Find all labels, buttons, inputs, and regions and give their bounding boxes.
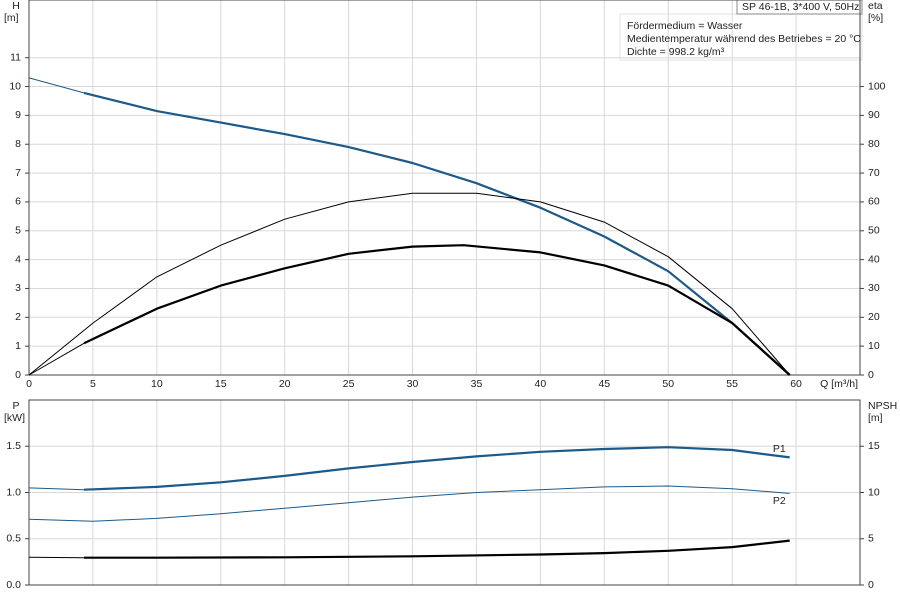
y-tick-label: 8 — [15, 138, 21, 150]
y-tick-label: 3 — [15, 282, 21, 294]
series-line — [83, 244, 791, 376]
y-tick-label: 0.5 — [6, 533, 21, 545]
y-tick-label: 0 — [15, 369, 21, 381]
x-tick-label: 60 — [790, 378, 802, 390]
x-tick-label: 35 — [471, 378, 483, 390]
annotation-box — [619, 13, 863, 61]
plot-frame — [28, 0, 861, 376]
series-line — [83, 91, 791, 376]
y2-tick-label: 40 — [868, 253, 880, 265]
x-tick-label: 20 — [279, 378, 291, 390]
x-tick-label: 0 — [26, 378, 32, 390]
y-tick-label: 11 — [10, 51, 21, 63]
annotation: Dichte = 998.2 kg/m³ — [627, 46, 725, 58]
y2-axis-unit: [%] — [868, 12, 883, 24]
y2-tick-label: 50 — [868, 225, 880, 237]
y2-tick-label: 90 — [868, 109, 880, 121]
annotation: Medientemperatur während des Betriebes =… — [627, 33, 861, 45]
x-tick-label: 45 — [598, 378, 610, 390]
series-label: P2 — [773, 495, 786, 507]
y-tick-label: 4 — [15, 253, 21, 265]
y2-tick-label: 20 — [868, 311, 880, 323]
y2-axis-unit: [m] — [868, 412, 883, 424]
y-tick-label: 10 — [9, 80, 21, 92]
y-tick-label: 0.0 — [6, 579, 21, 591]
y-tick-label: 7 — [15, 167, 21, 179]
y-tick-label: 6 — [15, 196, 21, 208]
y2-tick-label: 5 — [868, 533, 874, 545]
y2-axis-label: eta — [868, 0, 883, 12]
y-tick-label: 9 — [15, 109, 21, 121]
x-tick-label: 5 — [90, 378, 96, 390]
y2-tick-label: 60 — [868, 196, 880, 208]
series-line — [28, 485, 790, 522]
y-axis-label: P — [12, 400, 19, 412]
y2-tick-label: 70 — [868, 167, 880, 179]
y2-tick-label: 100 — [868, 80, 886, 92]
y2-tick-label: 0 — [868, 579, 874, 591]
y-tick-label: 2 — [15, 311, 21, 323]
info-box — [736, 0, 863, 15]
x-tick-label: 25 — [343, 378, 355, 390]
y-tick-label: 1.0 — [6, 486, 21, 498]
series-label: P1 — [773, 443, 786, 455]
y2-tick-label: 10 — [868, 340, 880, 352]
y2-tick-label: 15 — [868, 440, 880, 452]
x-tick-label: 55 — [726, 378, 738, 390]
info-text: SP 46-1B, 3*400 V, 50Hz — [742, 1, 859, 13]
y2-tick-label: 30 — [868, 282, 880, 294]
x-tick-label: 40 — [535, 378, 547, 390]
y-tick-label: 5 — [15, 225, 21, 237]
series-line — [28, 342, 85, 376]
y-axis-unit: [kW] — [4, 412, 25, 424]
y-tick-label: 1.5 — [6, 440, 21, 452]
x-tick-label: 50 — [662, 378, 674, 390]
y2-axis-label: NPSH — [868, 400, 897, 412]
y2-tick-label: 10 — [868, 486, 880, 498]
series-line — [28, 487, 85, 491]
series-line — [28, 192, 791, 376]
annotation: Fördermedium = Wasser — [627, 20, 743, 32]
x-tick-label: 15 — [215, 378, 227, 390]
y-axis-label: H — [12, 0, 20, 12]
y-axis-unit: [m] — [4, 12, 19, 24]
series-line — [28, 77, 85, 94]
series-line — [84, 539, 790, 559]
x-tick-label: 10 — [151, 378, 163, 390]
y2-tick-label: 0 — [868, 369, 874, 381]
x-axis-label: Q [m³/h] — [820, 378, 858, 390]
y2-tick-label: 80 — [868, 138, 880, 150]
y-tick-label: 1 — [15, 340, 21, 352]
x-tick-label: 30 — [407, 378, 419, 390]
series-line — [83, 446, 790, 491]
